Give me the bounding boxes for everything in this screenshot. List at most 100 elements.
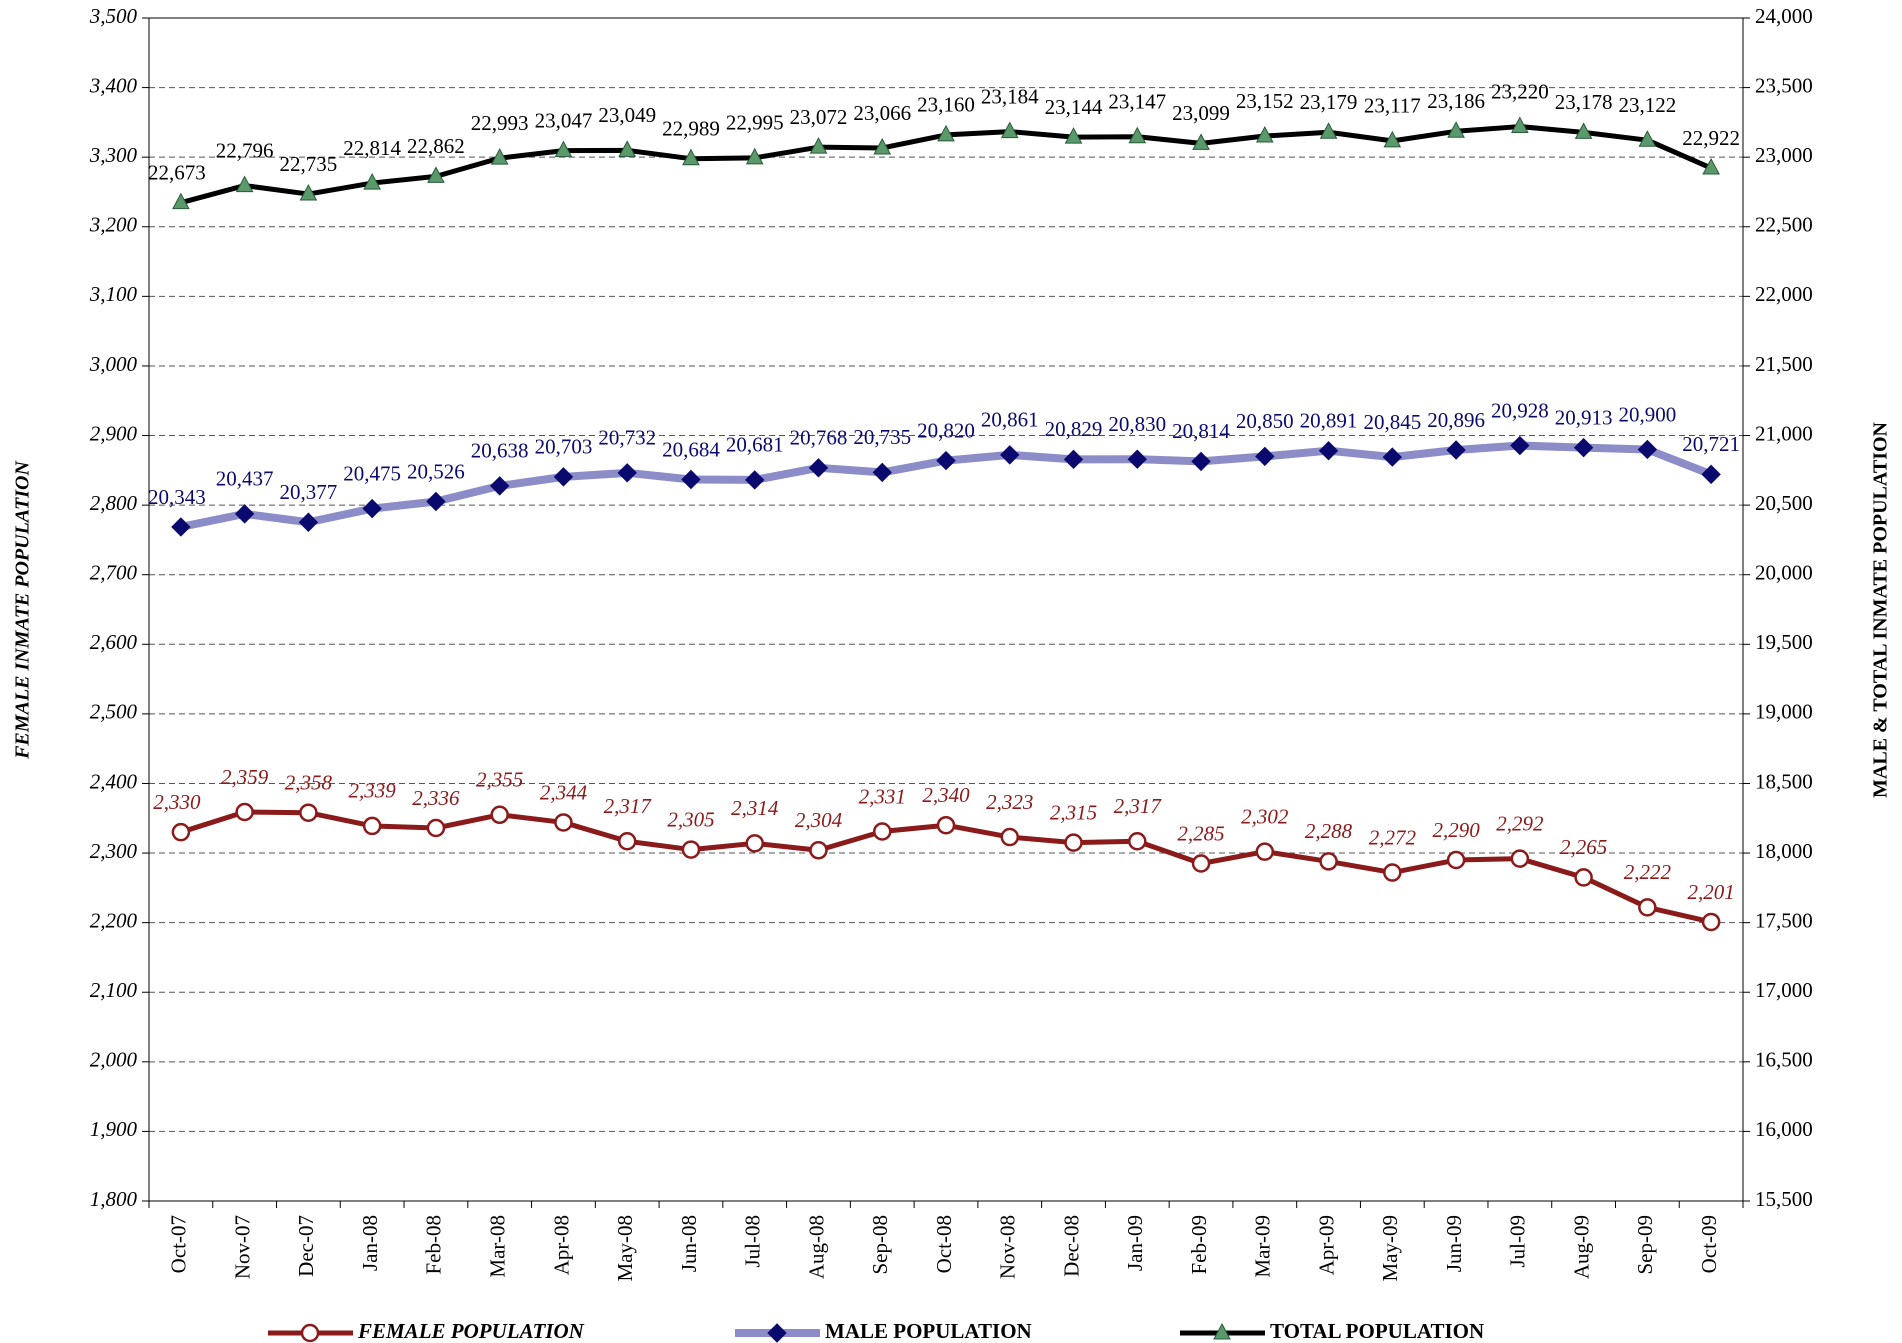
x-tick-label: May-08 xyxy=(613,1215,637,1282)
data-label: 2,302 xyxy=(1241,804,1289,828)
data-point xyxy=(809,137,828,154)
x-tick-label: Sep-08 xyxy=(868,1215,892,1275)
data-point xyxy=(872,822,892,841)
data-point xyxy=(426,491,446,512)
x-tick-label: Feb-08 xyxy=(422,1215,446,1275)
y-tick-label: 1,900 xyxy=(90,1117,138,1141)
data-point xyxy=(554,813,573,832)
data-point xyxy=(617,463,637,483)
x-tick-label: Oct-07 xyxy=(167,1215,191,1273)
y-tick-label: 3,000 xyxy=(89,352,138,376)
data-point xyxy=(1637,439,1658,460)
data-label: 23,066 xyxy=(853,101,911,125)
data-label: 2,304 xyxy=(795,808,843,832)
data-point xyxy=(1255,842,1275,861)
data-point xyxy=(234,504,255,524)
data-label: 20,861 xyxy=(981,408,1039,432)
data-label: 2,331 xyxy=(859,784,906,808)
data-label: 2,290 xyxy=(1432,818,1480,842)
x-tick-label: Aug-09 xyxy=(1569,1215,1593,1279)
legend-marker xyxy=(300,1323,320,1343)
data-point xyxy=(554,140,573,158)
data-label: 2,265 xyxy=(1560,835,1607,859)
y-tick-label: 3,400 xyxy=(89,73,138,97)
y2-tick-label: 21,000 xyxy=(1755,421,1813,445)
data-label: 20,721 xyxy=(1682,432,1740,456)
data-point xyxy=(682,148,700,166)
data-label: 2,339 xyxy=(349,779,397,803)
y-tick-label: 2,900 xyxy=(90,421,138,445)
data-point xyxy=(873,137,892,155)
data-point xyxy=(1383,863,1402,882)
data-label: 23,047 xyxy=(535,108,593,132)
data-point xyxy=(681,840,701,859)
x-tick-label: Oct-08 xyxy=(932,1215,956,1273)
data-label: 2,222 xyxy=(1624,860,1672,884)
data-label: 2,285 xyxy=(1177,821,1224,845)
y-tick-label: 3,100 xyxy=(89,282,138,306)
data-point xyxy=(808,458,829,478)
data-label: 2,358 xyxy=(285,771,333,795)
data-label: 20,437 xyxy=(216,467,274,491)
data-point xyxy=(427,166,445,183)
x-tick-label: Nov-07 xyxy=(230,1215,254,1279)
data-point xyxy=(299,803,318,822)
data-point xyxy=(362,816,382,836)
x-tick-label: Jun-08 xyxy=(677,1215,701,1272)
x-tick-label: Jun-09 xyxy=(1442,1215,1466,1272)
data-point xyxy=(1638,130,1657,147)
y-tick-label: 3,300 xyxy=(89,143,138,167)
y-tick-label: 2,400 xyxy=(90,769,138,793)
x-tick-label: Oct-09 xyxy=(1697,1215,1721,1273)
data-label: 20,638 xyxy=(471,439,529,463)
y-tick-label: 3,500 xyxy=(89,4,138,28)
data-label: 2,201 xyxy=(1687,880,1734,904)
data-point xyxy=(1573,437,1594,458)
x-tick-label: Mar-08 xyxy=(485,1215,509,1278)
data-point xyxy=(1128,831,1147,851)
y-tick-label: 2,000 xyxy=(90,1048,138,1072)
data-label: 22,735 xyxy=(280,152,338,176)
legend-marker xyxy=(1213,1322,1231,1340)
y2-tick-label: 17,500 xyxy=(1755,908,1813,932)
data-point xyxy=(490,805,509,825)
data-label: 23,117 xyxy=(1364,94,1421,118)
data-point xyxy=(1064,833,1083,852)
data-point xyxy=(1063,449,1084,470)
data-point xyxy=(1000,445,1020,465)
y2-tick-label: 21,500 xyxy=(1755,352,1813,376)
y2-tick-label: 23,000 xyxy=(1755,143,1813,167)
data-point xyxy=(1064,127,1083,144)
data-point xyxy=(171,517,191,537)
data-label: 20,830 xyxy=(1108,412,1166,436)
data-point xyxy=(1127,449,1147,469)
data-point xyxy=(298,512,319,532)
data-label: 20,475 xyxy=(343,461,401,485)
x-tick-label: Apr-08 xyxy=(549,1215,573,1275)
data-label: 23,152 xyxy=(1236,89,1294,113)
data-label: 22,862 xyxy=(407,134,465,158)
data-label: 2,317 xyxy=(604,794,653,818)
data-label: 2,272 xyxy=(1369,825,1417,849)
data-label: 20,814 xyxy=(1172,419,1230,443)
x-tick-label: Dec-08 xyxy=(1059,1215,1083,1277)
data-label: 2,323 xyxy=(986,790,1033,814)
data-point xyxy=(1701,912,1721,932)
y2-tick-label: 18,000 xyxy=(1755,839,1813,863)
data-point xyxy=(1510,435,1530,456)
data-point xyxy=(745,147,764,165)
data-point xyxy=(1319,122,1338,139)
data-point xyxy=(1191,854,1211,873)
legend-label: FEMALE POPULATION xyxy=(357,1319,585,1343)
y2-tick-label: 19,500 xyxy=(1755,630,1813,654)
data-point xyxy=(1574,868,1593,887)
data-point xyxy=(1255,125,1274,143)
x-tick-label: May-09 xyxy=(1378,1215,1402,1282)
data-label: 20,913 xyxy=(1555,405,1613,429)
data-point xyxy=(489,476,510,496)
data-point xyxy=(1383,130,1402,148)
x-tick-label: Apr-09 xyxy=(1314,1215,1338,1275)
y2-tick-label: 22,500 xyxy=(1755,213,1813,237)
data-label: 22,814 xyxy=(343,136,401,160)
